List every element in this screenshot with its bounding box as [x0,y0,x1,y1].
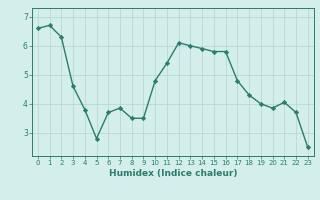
X-axis label: Humidex (Indice chaleur): Humidex (Indice chaleur) [108,169,237,178]
